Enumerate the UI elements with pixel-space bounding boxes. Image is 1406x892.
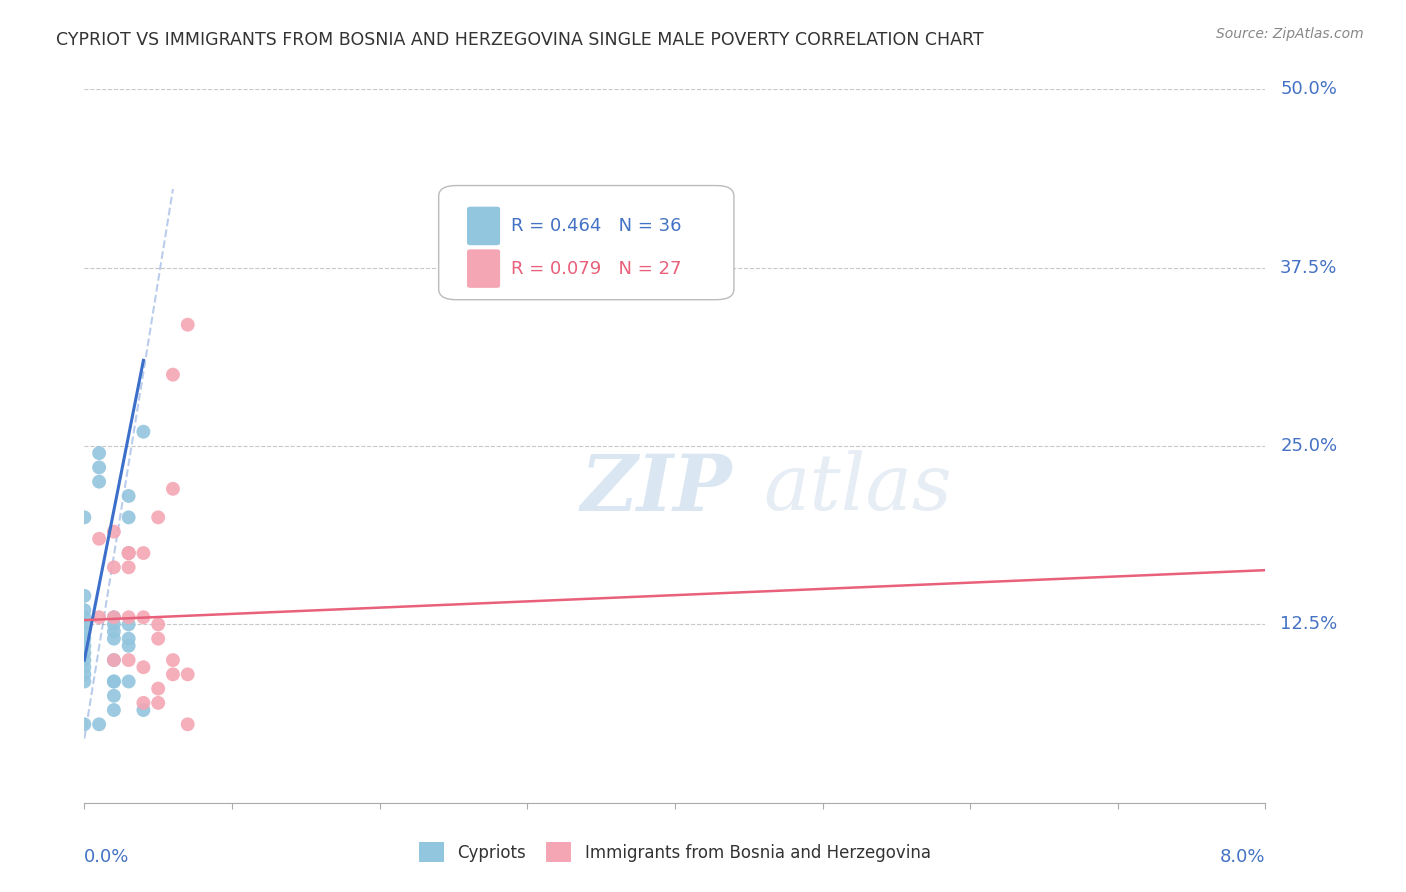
Point (103, 689, 125, 703)
Point (103, 560, 125, 574)
Point (118, 546, 141, 560)
Legend: Cypriots, Immigrants from Bosnia and Herzegovina: Cypriots, Immigrants from Bosnia and Her… (419, 842, 931, 863)
Point (177, 717, 200, 731)
Text: atlas: atlas (763, 450, 952, 527)
Point (162, 482, 184, 496)
Point (132, 660, 155, 674)
Text: CYPRIOT VS IMMIGRANTS FROM BOSNIA AND HERZEGOVINA SINGLE MALE POVERTY CORRELATIO: CYPRIOT VS IMMIGRANTS FROM BOSNIA AND HE… (56, 31, 984, 49)
Point (118, 546, 141, 560)
Point (73, 617, 96, 632)
Point (73, 660, 96, 674)
Point (118, 639, 141, 653)
Point (162, 667, 184, 681)
Point (73, 667, 96, 681)
Point (148, 681, 170, 696)
Point (103, 674, 125, 689)
Point (103, 653, 125, 667)
Point (148, 696, 170, 710)
Point (103, 674, 125, 689)
Text: 25.0%: 25.0% (1281, 437, 1337, 455)
Text: ZIP: ZIP (581, 450, 733, 527)
Point (73, 717, 96, 731)
Point (103, 624, 125, 639)
Text: 50.0%: 50.0% (1281, 80, 1337, 98)
Point (103, 524, 125, 539)
Point (103, 653, 125, 667)
Text: 8.0%: 8.0% (1220, 848, 1265, 866)
Point (148, 510, 170, 524)
Point (73, 610, 96, 624)
FancyBboxPatch shape (467, 250, 501, 288)
Point (73, 510, 96, 524)
Text: R = 0.464   N = 36: R = 0.464 N = 36 (510, 217, 682, 235)
Point (118, 489, 141, 503)
Point (73, 646, 96, 660)
Point (132, 546, 155, 560)
Point (73, 639, 96, 653)
Point (132, 425, 155, 439)
Point (103, 610, 125, 624)
Text: 0.0%: 0.0% (84, 848, 129, 866)
Point (103, 610, 125, 624)
Point (87, 532, 111, 546)
Point (87, 610, 111, 624)
Point (118, 610, 141, 624)
Point (118, 510, 141, 524)
Point (87, 717, 111, 731)
Point (132, 610, 155, 624)
Point (118, 617, 141, 632)
Text: 37.5%: 37.5% (1281, 259, 1337, 277)
Point (87, 446, 111, 460)
Point (162, 653, 184, 667)
Point (73, 603, 96, 617)
Point (132, 703, 155, 717)
Point (73, 674, 96, 689)
FancyBboxPatch shape (439, 186, 734, 300)
Point (73, 653, 96, 667)
Point (132, 696, 155, 710)
Point (73, 589, 96, 603)
Text: 12.5%: 12.5% (1281, 615, 1337, 633)
Point (177, 318, 200, 332)
Point (118, 546, 141, 560)
Point (118, 560, 141, 574)
Point (73, 632, 96, 646)
FancyBboxPatch shape (467, 207, 501, 245)
Point (103, 617, 125, 632)
Point (118, 674, 141, 689)
Point (162, 368, 184, 382)
Point (177, 667, 200, 681)
Text: R = 0.079   N = 27: R = 0.079 N = 27 (510, 260, 682, 277)
Point (103, 703, 125, 717)
Point (103, 632, 125, 646)
Point (118, 653, 141, 667)
Point (148, 632, 170, 646)
Point (148, 617, 170, 632)
Text: Source: ZipAtlas.com: Source: ZipAtlas.com (1216, 27, 1364, 41)
Point (73, 624, 96, 639)
Point (87, 475, 111, 489)
Point (87, 460, 111, 475)
Point (118, 632, 141, 646)
